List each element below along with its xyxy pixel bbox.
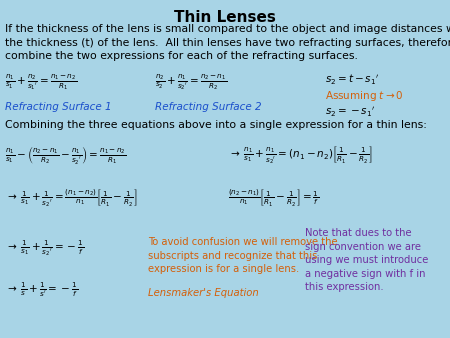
Text: Note that dues to the
sign convention we are
using we must introduce
a negative : Note that dues to the sign convention we… — [305, 228, 428, 292]
Text: Lensmaker's Equation: Lensmaker's Equation — [148, 288, 259, 298]
Text: Refracting Surface 2: Refracting Surface 2 — [155, 102, 261, 112]
Text: Thin Lenses: Thin Lenses — [174, 10, 276, 25]
Text: To avoid confusion we will remove the
subscripts and recognize that this
express: To avoid confusion we will remove the su… — [148, 237, 338, 274]
Text: Combining the three equations above into a single expression for a thin lens:: Combining the three equations above into… — [5, 120, 427, 130]
Text: $\rightarrow\;\frac{n_1}{s_1}+\frac{n_1}{s_2{}'}=(n_1-n_2)\left[\frac{1}{R_1}-\f: $\rightarrow\;\frac{n_1}{s_1}+\frac{n_1}… — [228, 144, 373, 166]
Text: $s_2 = -s_1{}'$: $s_2 = -s_1{}'$ — [325, 105, 375, 119]
Text: $\rightarrow\;\frac{1}{s_1}+\frac{1}{s_2{}'}=\frac{(n_1-n_2)}{n_1}\left[\frac{1}: $\rightarrow\;\frac{1}{s_1}+\frac{1}{s_2… — [5, 187, 137, 209]
Text: Assuming $t \rightarrow 0$: Assuming $t \rightarrow 0$ — [325, 89, 404, 103]
Text: $\frac{n_2}{s_2}+\frac{n_1}{s_2{}'}=\frac{n_2-n_1}{R_2}$: $\frac{n_2}{s_2}+\frac{n_1}{s_2{}'}=\fra… — [155, 72, 227, 92]
Text: $\frac{(n_2-n_1)}{n_1}\left[\frac{1}{R_1}-\frac{1}{R_2}\right]=\frac{1}{f}$: $\frac{(n_2-n_1)}{n_1}\left[\frac{1}{R_1… — [228, 188, 320, 209]
Text: $\frac{n_1}{s_1}-\left(\frac{n_2-n_1}{R_2}-\frac{n_1}{s_2{}'}\right)=\frac{n_1-n: $\frac{n_1}{s_1}-\left(\frac{n_2-n_1}{R_… — [5, 144, 126, 166]
Text: $\frac{n_1}{s_1}+\frac{n_2}{s_1{}'}=\frac{n_1-n_2}{R_1}$: $\frac{n_1}{s_1}+\frac{n_2}{s_1{}'}=\fra… — [5, 72, 77, 92]
Text: $\rightarrow\;\frac{1}{s}+\frac{1}{s{}'}=-\frac{1}{f}$: $\rightarrow\;\frac{1}{s}+\frac{1}{s{}'}… — [5, 281, 78, 299]
Text: If the thickness of the lens is small compared to the object and image distances: If the thickness of the lens is small co… — [5, 24, 450, 61]
Text: Refracting Surface 1: Refracting Surface 1 — [5, 102, 112, 112]
Text: $\rightarrow\;\frac{1}{s_1}+\frac{1}{s_2{}'}=-\frac{1}{f}$: $\rightarrow\;\frac{1}{s_1}+\frac{1}{s_2… — [5, 238, 84, 258]
Text: $s_2 = t - s_1{}'$: $s_2 = t - s_1{}'$ — [325, 73, 379, 87]
